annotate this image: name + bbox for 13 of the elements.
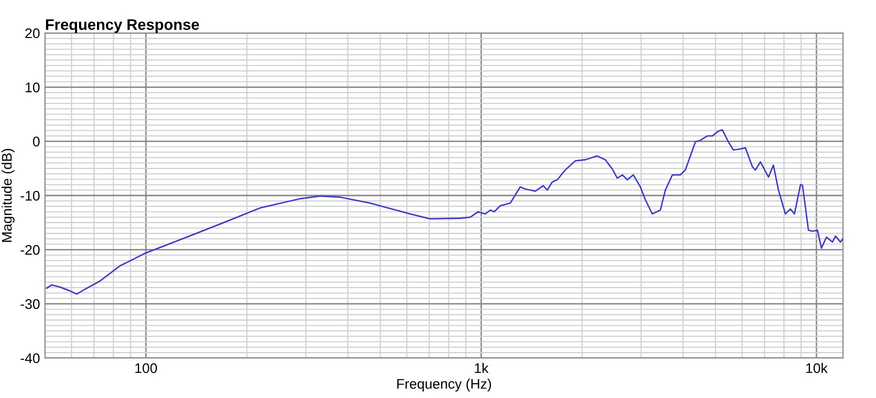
x-tick-label: 100 bbox=[135, 363, 157, 374]
y-tick-label: -20 bbox=[20, 245, 40, 255]
y-tick-label: 20 bbox=[25, 28, 40, 38]
y-tick-label: 10 bbox=[26, 82, 40, 92]
chart-title: Frequency Response bbox=[46, 19, 199, 33]
y-axis-title: Magnitude (dB) bbox=[2, 148, 15, 242]
x-axis-title: Frequency (Hz) bbox=[397, 378, 491, 392]
x-tick-label: 1k bbox=[474, 362, 489, 373]
y-tick-label: -10 bbox=[20, 190, 40, 201]
y-tick-label: -40 bbox=[20, 353, 40, 364]
y-tick-label: -30 bbox=[20, 299, 40, 310]
x-tick-label: 10k bbox=[806, 362, 828, 374]
y-tick-label: 0 bbox=[32, 136, 40, 147]
